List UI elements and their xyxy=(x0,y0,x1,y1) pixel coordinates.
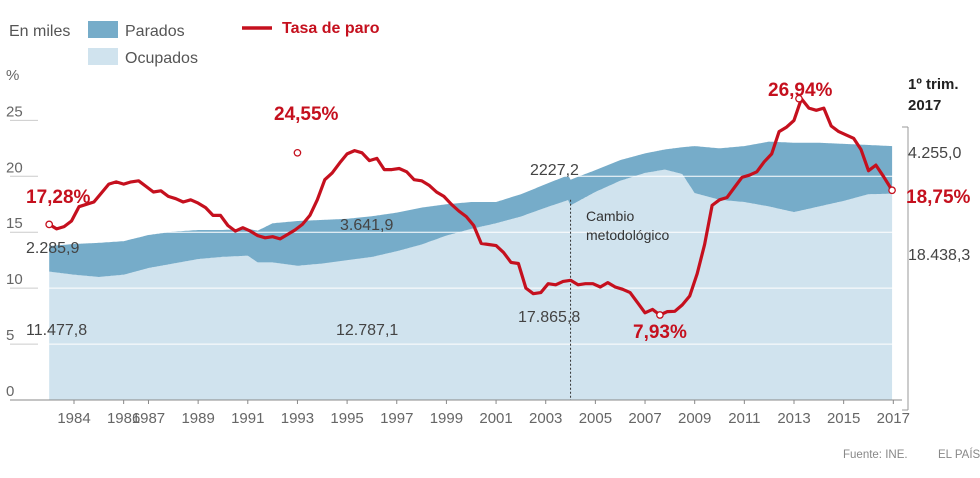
legend-units-label: En miles xyxy=(9,23,70,40)
ocupados-area xyxy=(49,169,893,400)
x-tick-label: 1993 xyxy=(281,410,314,427)
legend-rate-label: Tasa de paro xyxy=(282,20,380,37)
parados-1996-label: 3.641,9 xyxy=(340,217,393,234)
x-tick-label: 2011 xyxy=(728,410,760,427)
x-tick-label: 1995 xyxy=(330,410,363,427)
rate-point-2007 xyxy=(656,311,664,319)
brand-name: EL PAÍS xyxy=(938,448,980,461)
legend-parados-swatch xyxy=(88,21,118,38)
y-axis-unit: % xyxy=(6,67,19,84)
x-tick-label: 1986 xyxy=(107,410,140,427)
rate-point-latest xyxy=(888,186,896,195)
ocupados-area-layer xyxy=(49,169,893,400)
rate-line-layer xyxy=(45,94,896,319)
legend-ocupados-swatch xyxy=(88,48,118,65)
gridlines xyxy=(10,119,902,401)
parados-2017-label: 4.255,0 xyxy=(908,145,961,162)
latest-quarter-label: 1º trim. xyxy=(908,76,959,93)
source-note: Fuente: INE. xyxy=(843,449,908,461)
rate-point-1993 xyxy=(293,148,302,157)
y-tick-label: 10 xyxy=(6,271,23,288)
method-change-label-line2: metodológico xyxy=(586,227,669,243)
parados-1983-label: 2.285,9 xyxy=(26,240,79,257)
rate-label-1984: 17,28% xyxy=(26,187,91,208)
legend-ocupados-label: Ocupados xyxy=(125,50,198,67)
rate-label-1993: 24,55% xyxy=(274,104,339,125)
rate-label-2017: 18,75% xyxy=(906,187,971,208)
y-axis-ticks: 0 5 10 15 20 25 xyxy=(6,103,23,400)
x-tick-label: 2005 xyxy=(579,410,612,427)
x-tick-label: 2001 xyxy=(479,410,512,427)
legend-parados-label: Parados xyxy=(125,23,185,40)
rate-point-start xyxy=(45,220,54,229)
x-tick-label: 1997 xyxy=(380,410,413,427)
rate-label-2007: 7,93% xyxy=(633,322,687,343)
x-tick-label: 2015 xyxy=(827,410,860,427)
x-tick-label: 1984 xyxy=(57,410,90,427)
y-tick-label: 20 xyxy=(6,159,23,176)
y-tick-label: 25 xyxy=(6,103,23,120)
parados-area-layer xyxy=(49,141,893,277)
parados-2004-label: 2227,2 xyxy=(530,162,579,179)
latest-year-label: 2017 xyxy=(908,97,941,114)
ocupados-2004-label: 17.865,8 xyxy=(518,309,580,326)
ocupados-2017-label: 18.438,3 xyxy=(908,247,970,264)
method-change-label-line1: Cambio xyxy=(586,208,634,224)
ocupados-1996-label: 12.787,1 xyxy=(336,322,398,339)
rate-point-2013 xyxy=(795,94,803,103)
rate-line xyxy=(48,97,894,317)
x-tick-label: 1999 xyxy=(430,410,463,427)
y-tick-label: 5 xyxy=(6,327,14,344)
x-tick-label: 1991 xyxy=(231,410,264,427)
x-tick-label: 2017 xyxy=(877,410,910,427)
x-tick-label: 2003 xyxy=(529,410,562,427)
x-tick-label: 2013 xyxy=(777,410,810,427)
x-tick-label: 2009 xyxy=(678,410,711,427)
ocupados-1983-label: 11.477,8 xyxy=(26,322,87,339)
x-tick-label: 1989 xyxy=(181,410,214,427)
x-tick-label: 1987 xyxy=(132,410,165,427)
x-tick-label: 2007 xyxy=(628,410,661,427)
y-tick-label: 0 xyxy=(6,383,14,400)
rate-label-2013: 26,94% xyxy=(768,80,833,101)
y-tick-label: 15 xyxy=(6,215,23,232)
parados-area xyxy=(49,141,893,277)
